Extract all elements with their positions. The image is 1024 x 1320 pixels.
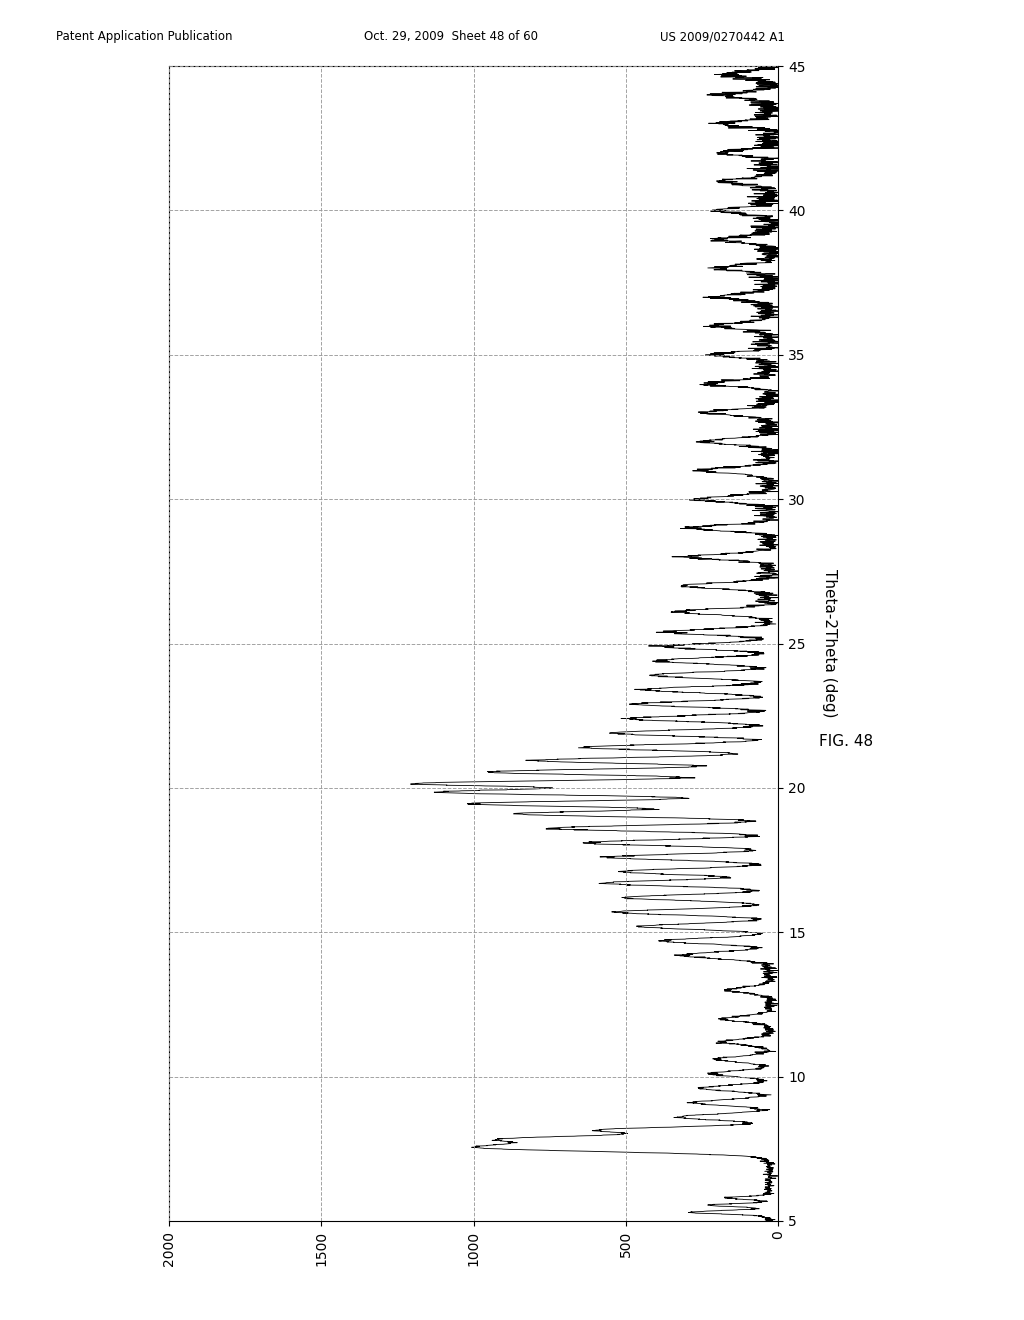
Text: Oct. 29, 2009  Sheet 48 of 60: Oct. 29, 2009 Sheet 48 of 60 bbox=[364, 30, 538, 44]
Y-axis label: Theta-2Theta (deg): Theta-2Theta (deg) bbox=[822, 569, 838, 718]
Text: FIG. 48: FIG. 48 bbox=[819, 734, 873, 748]
Text: Patent Application Publication: Patent Application Publication bbox=[56, 30, 232, 44]
Text: US 2009/0270442 A1: US 2009/0270442 A1 bbox=[660, 30, 785, 44]
